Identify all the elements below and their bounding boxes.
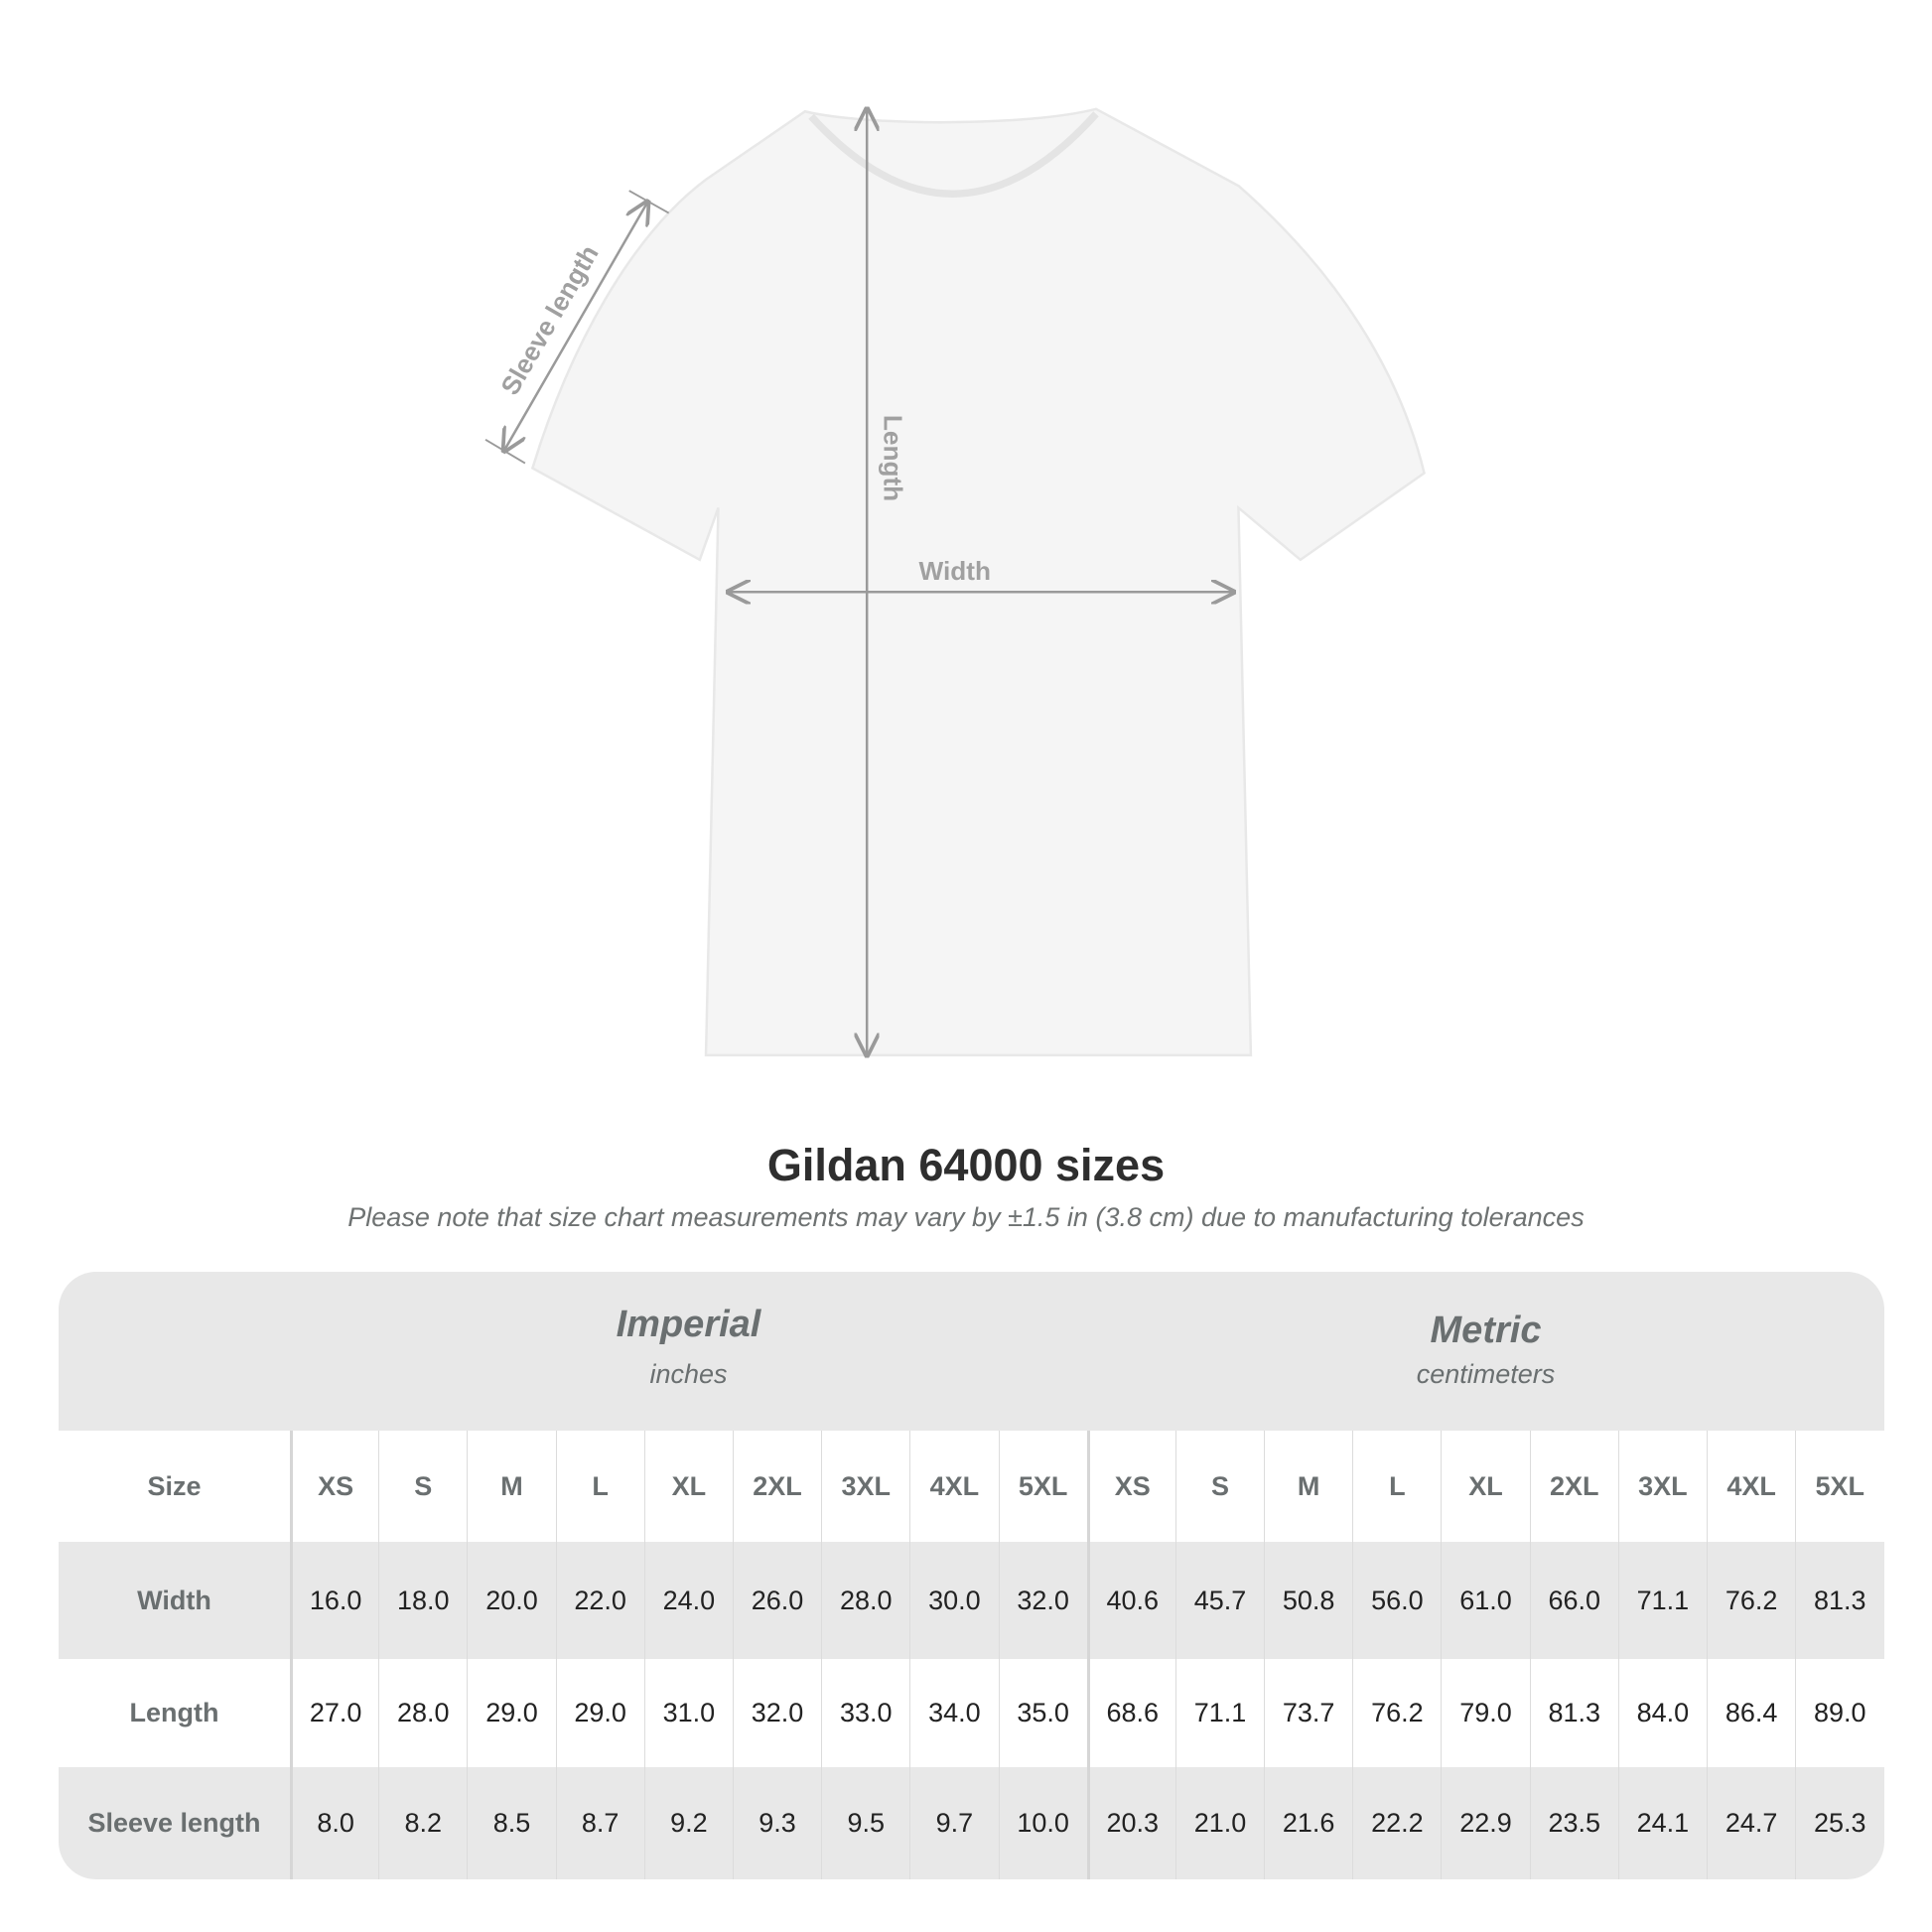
metric-value: 71.1 (1174, 1659, 1264, 1767)
collar (808, 111, 1099, 198)
metric-value: 23.5 (1529, 1767, 1618, 1879)
imperial-value: 26.0 (732, 1542, 821, 1659)
imperial-value: 34.0 (909, 1659, 998, 1767)
size-header: XS (290, 1431, 378, 1542)
metric-unit: centimeters (1416, 1359, 1556, 1389)
size-header: XS (1086, 1431, 1175, 1542)
imperial-value: 10.0 (998, 1767, 1087, 1879)
size-header: M (467, 1431, 555, 1542)
length-label: Length (879, 415, 908, 501)
size-header: XL (643, 1431, 733, 1542)
imperial-value: 8.5 (467, 1767, 555, 1879)
imperial-value: 27.0 (290, 1659, 378, 1767)
metric-value: 61.0 (1441, 1542, 1529, 1659)
imperial-value: 9.3 (732, 1767, 821, 1879)
table-row: Width 16.0 18.0 20.0 22.0 24.0 26.0 28.0 30.0 32.… (59, 1542, 1884, 1659)
table-row: Length 27.0 28.0 29.0 29.0 31.0 32.0 33.0 34.0 35… (59, 1659, 1884, 1767)
metric-value: 76.2 (1352, 1659, 1441, 1767)
size-header: 2XL (1529, 1431, 1618, 1542)
size-header: M (1264, 1431, 1352, 1542)
imperial-value: 24.0 (643, 1542, 733, 1659)
size-header: L (555, 1431, 644, 1542)
size-header: 3XL (1617, 1431, 1707, 1542)
metric-value: 20.3 (1086, 1767, 1175, 1879)
imperial-value: 28.0 (378, 1659, 467, 1767)
metric-value: 22.2 (1352, 1767, 1441, 1879)
size-header: 5XL (998, 1431, 1087, 1542)
metric-value: 25.3 (1795, 1767, 1883, 1879)
metric-value: 50.8 (1264, 1542, 1352, 1659)
size-header: 3XL (821, 1431, 909, 1542)
imperial-value: 8.0 (290, 1767, 378, 1879)
imperial-value: 35.0 (998, 1659, 1087, 1767)
metric-value: 21.0 (1174, 1767, 1264, 1879)
table-row: Sleeve length 8.0 8.2 8.5 8.7 9.2 9.3 9.5 9.7 10.… (59, 1767, 1884, 1879)
metric-value: 81.3 (1529, 1659, 1618, 1767)
metric-value: 73.7 (1264, 1659, 1352, 1767)
metric-value: 24.1 (1617, 1767, 1707, 1879)
imperial-value: 29.0 (555, 1659, 644, 1767)
imperial-unit: inches (649, 1359, 728, 1389)
imperial-value: 8.2 (378, 1767, 467, 1879)
size-header: S (378, 1431, 467, 1542)
size-header: 5XL (1795, 1431, 1883, 1542)
imperial-value: 9.2 (643, 1767, 733, 1879)
size-row: Size XS S M L XL 2XL 3XL 4XL 5XL XS S M L XL 2XL 3XL 4XL 5… (59, 1431, 1884, 1542)
metric-value: 21.6 (1264, 1767, 1352, 1879)
metric-value: 24.7 (1707, 1767, 1795, 1879)
imperial-value: 20.0 (467, 1542, 555, 1659)
metric-value: 22.9 (1441, 1767, 1529, 1879)
width-label: Width (919, 556, 991, 586)
metric-value: 79.0 (1441, 1659, 1529, 1767)
size-header: S (1174, 1431, 1264, 1542)
metric-value: 89.0 (1795, 1659, 1883, 1767)
size-header: 2XL (732, 1431, 821, 1542)
imperial-value: 32.0 (732, 1659, 821, 1767)
row-label: Length (129, 1698, 219, 1727)
imperial-value: 30.0 (909, 1542, 998, 1659)
imperial-title: Imperial (616, 1304, 761, 1345)
size-header: L (1352, 1431, 1441, 1542)
size-table: Imperial inches Metric centimeters Size X… (59, 1272, 1884, 1879)
row-label: Sleeve length (87, 1808, 261, 1838)
metric-value: 68.6 (1086, 1659, 1175, 1767)
sleeve-tick-top (628, 190, 670, 214)
size-label: Size (147, 1470, 202, 1501)
imperial-value: 9.7 (909, 1767, 998, 1879)
sleeve-arrow (504, 202, 648, 451)
size-header: 4XL (1707, 1431, 1795, 1542)
size-header: XL (1441, 1431, 1529, 1542)
tolerance-note: Please note that size chart measurements… (347, 1202, 1585, 1232)
imperial-value: 16.0 (290, 1542, 378, 1659)
metric-value: 71.1 (1617, 1542, 1707, 1659)
metric-value: 84.0 (1617, 1659, 1707, 1767)
imperial-value: 22.0 (555, 1542, 644, 1659)
metric-value: 45.7 (1174, 1542, 1264, 1659)
metric-value: 40.6 (1086, 1542, 1175, 1659)
imperial-value: 8.7 (555, 1767, 644, 1879)
imperial-value: 28.0 (821, 1542, 909, 1659)
metric-value: 86.4 (1707, 1659, 1795, 1767)
metric-value: 81.3 (1795, 1542, 1883, 1659)
imperial-value: 9.5 (821, 1767, 909, 1879)
metric-value: 56.0 (1352, 1542, 1441, 1659)
imperial-value: 32.0 (998, 1542, 1087, 1659)
imperial-value: 29.0 (467, 1659, 555, 1767)
imperial-value: 18.0 (378, 1542, 467, 1659)
page-title: Gildan 64000 sizes (766, 1140, 1166, 1190)
size-header: 4XL (909, 1431, 998, 1542)
row-label: Width (137, 1585, 211, 1615)
imperial-value: 33.0 (821, 1659, 909, 1767)
imperial-value: 31.0 (643, 1659, 733, 1767)
metric-value: 66.0 (1529, 1542, 1618, 1659)
metric-value: 76.2 (1707, 1542, 1795, 1659)
metric-title: Metric (1430, 1310, 1542, 1351)
sleeve-tick-bottom (484, 439, 526, 465)
unit-header: Imperial inches Metric centimeters (59, 1272, 1884, 1431)
